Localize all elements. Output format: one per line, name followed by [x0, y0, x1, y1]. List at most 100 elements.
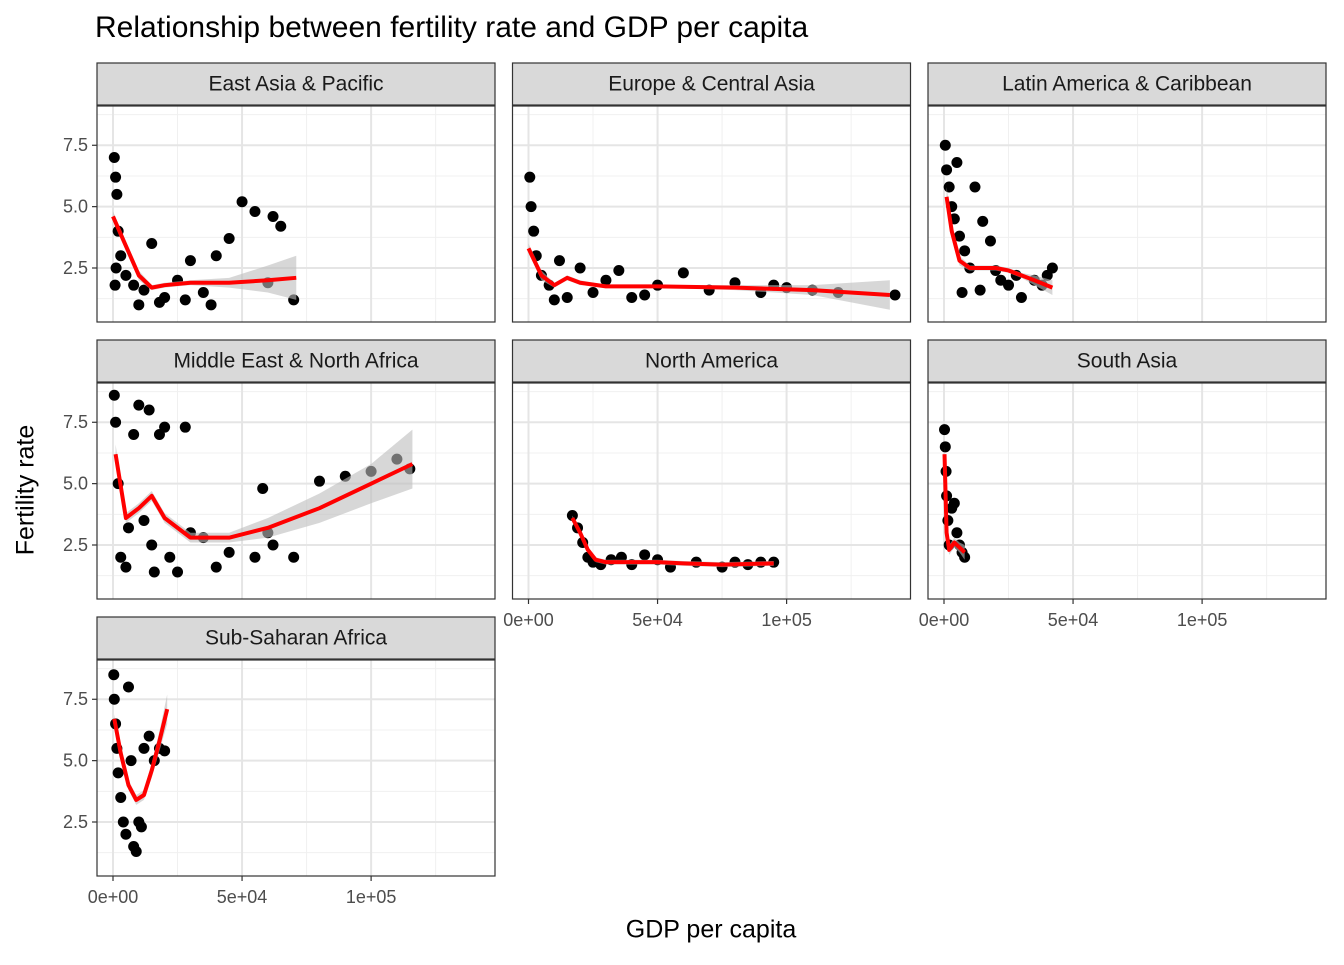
smooth-line: [113, 453, 414, 540]
strip-label: Latin America & Caribbean: [1002, 73, 1252, 96]
panel-content: [97, 660, 495, 876]
y-tick-label: 2.5: [63, 812, 88, 832]
data-point: [135, 821, 147, 833]
panel-border: [927, 382, 1327, 600]
strip: [927, 62, 1327, 106]
y-tick-label: 2.5: [63, 535, 88, 555]
y-axis-label: Fertility rate: [12, 425, 40, 556]
data-point: [159, 745, 171, 757]
data-point: [977, 215, 989, 227]
x-tick-label: 1e+05: [1177, 610, 1228, 630]
data-point: [626, 291, 638, 303]
smooth-line: [112, 708, 170, 802]
data-point: [146, 237, 158, 249]
confidence-band: [113, 211, 297, 300]
data-point: [941, 164, 953, 176]
data-point: [939, 139, 951, 151]
data-point: [109, 279, 121, 291]
data-point: [108, 693, 120, 705]
panel: [97, 383, 495, 599]
strip: [511, 62, 912, 106]
data-point: [210, 561, 222, 573]
data-point: [951, 156, 963, 168]
data-point: [959, 245, 971, 257]
data-point: [951, 527, 963, 539]
data-point: [115, 551, 127, 563]
data-point: [1003, 279, 1015, 291]
smooth-line: [942, 454, 967, 554]
data-point: [197, 287, 209, 299]
data-point: [267, 210, 279, 222]
smooth-line: [526, 247, 890, 297]
data-point: [164, 551, 176, 563]
data-point: [184, 255, 196, 267]
data-point: [969, 181, 981, 193]
data-point: [600, 274, 612, 286]
strip-label: South Asia: [1077, 350, 1178, 373]
data-point: [120, 828, 132, 840]
strip: [927, 339, 1327, 383]
data-point: [223, 546, 235, 558]
x-tick-label: 1e+05: [761, 610, 812, 630]
strip: [96, 616, 496, 660]
data-point: [1015, 291, 1027, 303]
panel-content: [512, 106, 911, 322]
x-tick-label: 0e+00: [88, 887, 139, 907]
data-point: [130, 845, 142, 857]
data-point: [939, 424, 951, 436]
data-point: [115, 791, 127, 803]
data-point: [159, 421, 171, 433]
y-tick-label: 7.5: [63, 412, 88, 432]
data-point: [122, 681, 134, 693]
strip-label: Sub-Saharan Africa: [205, 627, 387, 650]
data-point: [1046, 262, 1058, 274]
data-point: [143, 730, 155, 742]
panel-content: [512, 383, 911, 599]
strip-label: East Asia & Pacific: [208, 73, 383, 96]
data-point: [112, 767, 124, 779]
data-point: [613, 264, 625, 276]
data-point: [148, 566, 160, 578]
data-point: [561, 291, 573, 303]
data-point: [939, 441, 951, 453]
y-tick-label: 5.0: [63, 750, 88, 770]
data-point: [133, 299, 145, 311]
x-tick-label: 0e+00: [919, 610, 970, 630]
data-point: [153, 296, 165, 308]
panel: [928, 106, 1326, 322]
data-point: [587, 287, 599, 299]
data-point: [639, 289, 651, 301]
data-point: [125, 755, 137, 767]
data-point: [146, 539, 158, 551]
confidence-band: [115, 429, 413, 543]
panel-border: [511, 105, 912, 323]
data-point: [249, 206, 261, 218]
data-point: [257, 483, 269, 495]
data-point: [223, 233, 235, 245]
x-tick-label: 1e+05: [346, 887, 397, 907]
data-point: [984, 235, 996, 247]
data-point: [108, 152, 120, 164]
strip-label: Middle East & North Africa: [173, 350, 418, 373]
data-point: [956, 287, 968, 299]
panel-border: [511, 382, 912, 600]
data-point: [117, 816, 129, 828]
data-point: [639, 549, 651, 561]
data-point: [138, 284, 150, 296]
data-point: [128, 429, 140, 441]
panel-border: [96, 659, 496, 877]
chart-title: Relationship between fertility rate and …: [95, 11, 808, 44]
x-axis-label: GDP per capita: [626, 916, 797, 944]
data-point: [236, 196, 248, 208]
data-point: [553, 255, 565, 267]
data-point: [128, 279, 140, 291]
data-point: [110, 416, 122, 428]
panel-content: [928, 383, 1326, 599]
data-point: [108, 669, 120, 681]
data-point: [138, 742, 150, 754]
data-point: [120, 561, 132, 573]
x-tick-label: 5e+04: [1048, 610, 1099, 630]
strip-label: North America: [645, 350, 778, 373]
y-tick-label: 2.5: [63, 258, 88, 278]
